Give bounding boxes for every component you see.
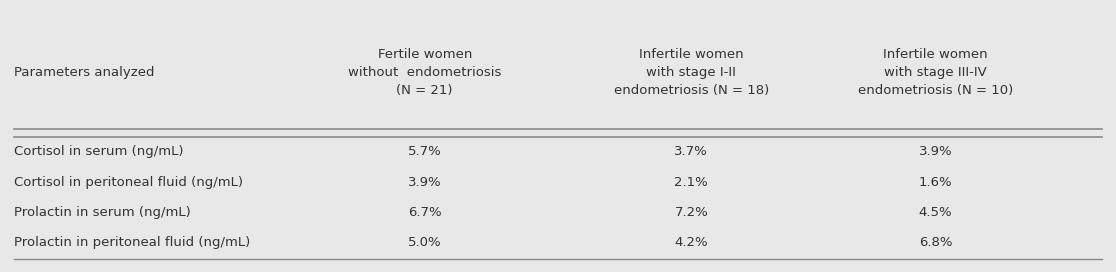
Text: 2.1%: 2.1%: [674, 176, 709, 189]
Text: 1.6%: 1.6%: [918, 176, 952, 189]
Text: Cortisol in peritoneal fluid (ng/mL): Cortisol in peritoneal fluid (ng/mL): [13, 176, 243, 189]
Text: 4.5%: 4.5%: [918, 206, 952, 219]
Text: Cortisol in serum (ng/mL): Cortisol in serum (ng/mL): [13, 146, 183, 159]
Text: 5.0%: 5.0%: [408, 236, 442, 249]
Text: 6.7%: 6.7%: [408, 206, 442, 219]
Text: 4.2%: 4.2%: [674, 236, 708, 249]
Text: Infertile women
with stage I-II
endometriosis (N = 18): Infertile women with stage I-II endometr…: [614, 48, 769, 97]
Text: 3.9%: 3.9%: [918, 146, 952, 159]
Text: 3.7%: 3.7%: [674, 146, 709, 159]
Text: Prolactin in peritoneal fluid (ng/mL): Prolactin in peritoneal fluid (ng/mL): [13, 236, 250, 249]
Text: 7.2%: 7.2%: [674, 206, 709, 219]
Text: 6.8%: 6.8%: [918, 236, 952, 249]
Text: Fertile women
without  endometriosis
(N = 21): Fertile women without endometriosis (N =…: [348, 48, 501, 97]
Text: Infertile women
with stage III-IV
endometriosis (N = 10): Infertile women with stage III-IV endome…: [858, 48, 1013, 97]
Text: Prolactin in serum (ng/mL): Prolactin in serum (ng/mL): [13, 206, 191, 219]
Text: Parameters analyzed: Parameters analyzed: [13, 66, 154, 79]
Text: 3.9%: 3.9%: [408, 176, 442, 189]
Text: 5.7%: 5.7%: [407, 146, 442, 159]
